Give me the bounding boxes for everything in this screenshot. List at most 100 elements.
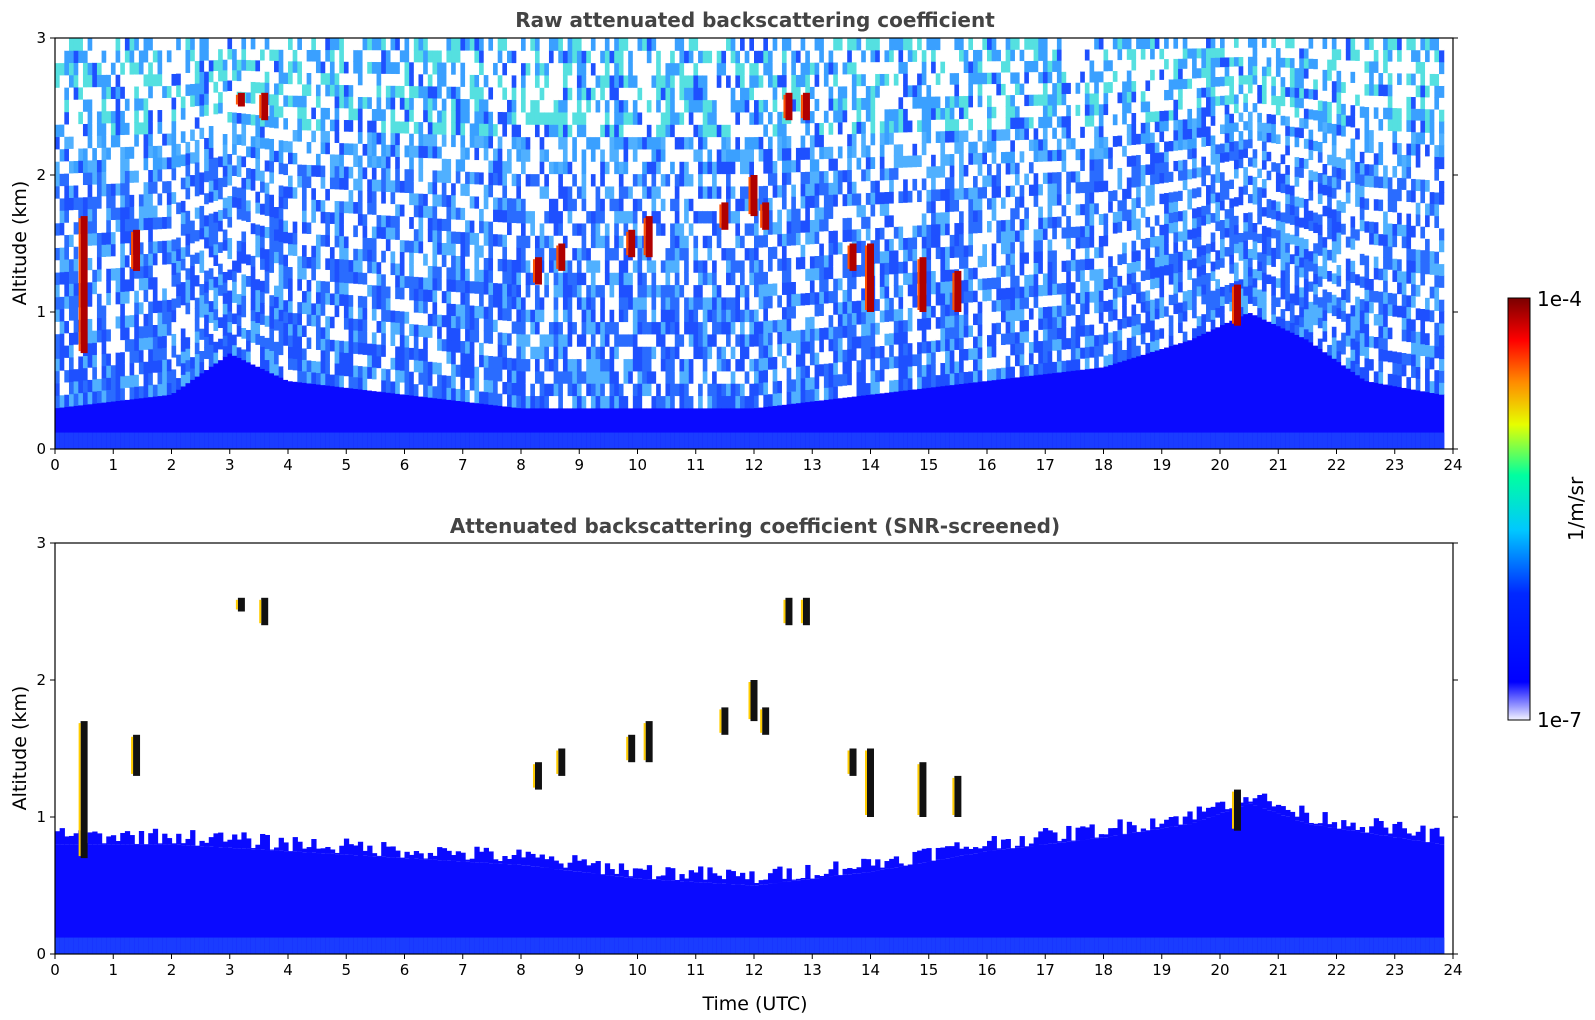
noise-cell (343, 61, 350, 74)
noise-cell (292, 72, 298, 85)
surface-cell (59, 432, 65, 449)
surface-cell (204, 432, 210, 449)
noise-cell (534, 309, 541, 323)
noise-cell (590, 395, 597, 409)
noise-cell (152, 49, 159, 63)
noise-cell (488, 392, 494, 405)
noise-cell (735, 74, 741, 88)
noise-cell (250, 157, 256, 169)
noise-cell (115, 328, 121, 341)
noise-cell (688, 136, 695, 150)
noise-cell (96, 74, 103, 88)
noise-cell (138, 109, 145, 123)
noise-cell (660, 173, 667, 187)
noise-cell (255, 158, 261, 170)
noise-cell (162, 359, 168, 372)
noise-cell (744, 222, 750, 236)
noise-cell (68, 209, 75, 223)
noise-cell (227, 132, 233, 144)
noise-cell (446, 206, 452, 220)
noise-cell (562, 272, 569, 286)
noise-cell (297, 370, 303, 383)
noise-cell (376, 320, 382, 333)
noise-cell (483, 391, 489, 405)
noise-cell (185, 60, 191, 73)
noise-cell (572, 370, 578, 384)
noise-cell (437, 302, 443, 315)
noise-cell (590, 38, 597, 51)
noise-cell (660, 124, 667, 138)
noise-cell (534, 235, 541, 249)
noise-cell (395, 61, 401, 75)
noise-cell (106, 219, 112, 233)
noise-cell (222, 101, 229, 113)
noise-cell (353, 189, 359, 203)
noise-cell (660, 333, 667, 347)
noise-cell (92, 62, 98, 76)
noise-cell (530, 358, 536, 372)
noise-cell (609, 259, 615, 273)
noise-cell (199, 272, 205, 285)
bl-cell (693, 407, 699, 449)
noise-cell (539, 272, 545, 286)
noise-cell (642, 309, 648, 323)
noise-cell (474, 390, 480, 404)
noise-cell (311, 72, 317, 85)
noise-cell (586, 247, 592, 261)
noise-cell (222, 239, 229, 251)
noise-cell (106, 244, 112, 257)
noise-cell (474, 293, 480, 306)
noise-cell (143, 349, 149, 362)
noise-cell (441, 302, 448, 316)
noise-cell (670, 62, 676, 76)
noise-cell (665, 358, 671, 372)
noise-cell (269, 194, 275, 206)
noise-cell (614, 50, 620, 64)
noise-cell (767, 197, 774, 211)
noise-cell (367, 307, 373, 321)
noise-cell (735, 148, 741, 162)
noise-cell (320, 292, 326, 305)
bl-cell (204, 369, 210, 449)
noise-cell (427, 97, 434, 111)
noise-cell (227, 48, 233, 60)
noise-cell (767, 332, 774, 346)
noise-cell (171, 227, 177, 240)
noise-cell (646, 124, 653, 138)
noise-cell (134, 338, 140, 351)
noise-cell (208, 169, 215, 181)
noise-cell (208, 234, 215, 247)
noise-cell (157, 61, 163, 75)
bl-cell (367, 390, 373, 449)
noise-cell (460, 255, 466, 269)
surface-cell (92, 432, 98, 449)
noise-cell (120, 50, 126, 63)
noise-cell (64, 111, 70, 125)
noise-cell (199, 339, 205, 352)
noise-cell (274, 38, 280, 50)
noise-cell (754, 272, 760, 285)
noise-cell (218, 306, 224, 318)
noise-cell (721, 99, 727, 113)
noise-cell (283, 208, 289, 221)
noise-cell (143, 193, 149, 207)
noise-cell (176, 49, 182, 62)
noise-cell (479, 74, 485, 88)
noise-cell (171, 85, 177, 98)
noise-cell (604, 99, 611, 113)
noise-cell (152, 121, 159, 134)
noise-cell (469, 305, 475, 318)
noise-cell (148, 336, 154, 350)
noise-cell (124, 230, 131, 244)
surface-cell (129, 432, 135, 449)
noise-cell (264, 148, 270, 161)
noise-cell (73, 307, 79, 321)
noise-cell (278, 218, 284, 231)
noise-cell (698, 247, 704, 261)
noise-cell (567, 358, 573, 372)
noise-cell (581, 111, 587, 125)
noise-cell (59, 38, 65, 51)
surface-cell (749, 432, 755, 449)
noise-cell (162, 85, 168, 99)
noise-cell (59, 345, 65, 359)
